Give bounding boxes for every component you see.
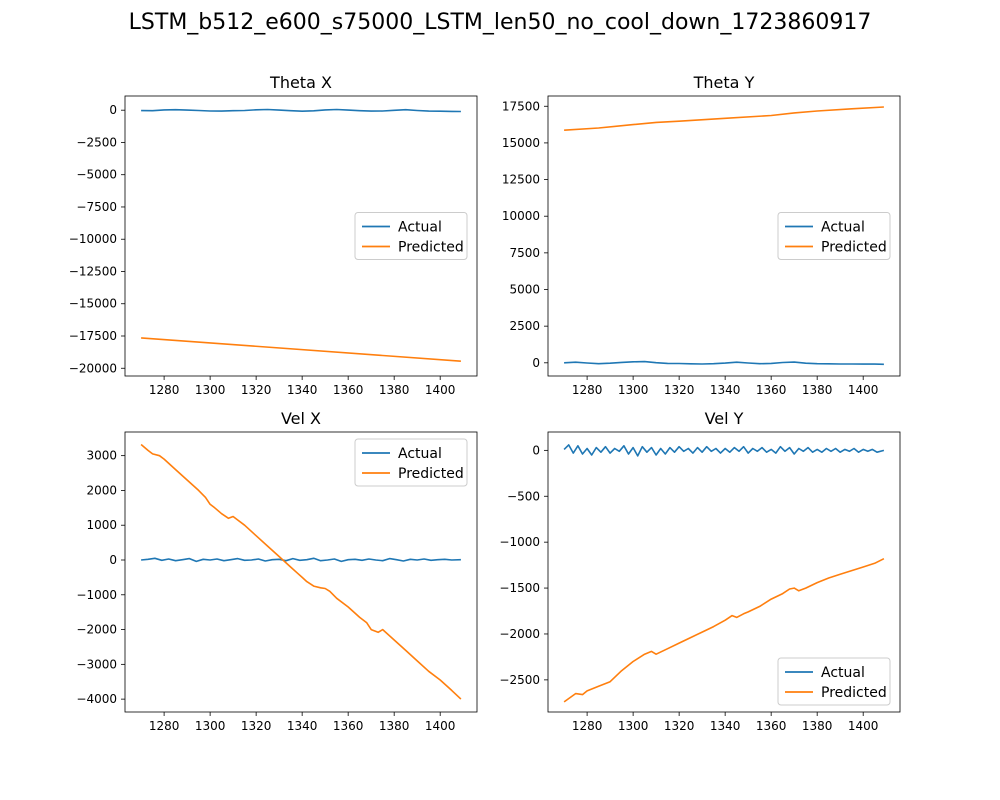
legend-label: Predicted [821, 240, 887, 256]
y-tick-label: 2500 [509, 319, 540, 333]
x-tick-label: 1380 [379, 719, 410, 733]
series-line-actual [141, 108, 461, 113]
legend: Actual Predicted [777, 212, 891, 260]
axes-frame [124, 431, 478, 713]
x-tick-label: 1400 [848, 383, 879, 397]
chart-panel: Theta X 1280 1300 1320 1340 1360 1380 1400 0 −250… [69, 73, 478, 397]
y-tick-label: 7500 [509, 246, 540, 260]
chart-title: Vel X [281, 409, 321, 428]
chart-title: Theta Y [693, 73, 755, 92]
y-tick-label: −1000 [499, 535, 540, 549]
axes-frame [547, 95, 901, 377]
legend: Actual Predicted [777, 657, 891, 706]
y-tick-label: −10000 [69, 232, 117, 246]
x-tick-label: 1340 [287, 383, 318, 397]
x-tick-label: 1340 [710, 383, 741, 397]
x-tick-label: 1320 [664, 383, 695, 397]
y-tick-label: −15000 [69, 297, 117, 311]
y-tick-label: 0 [109, 553, 117, 567]
legend-label: Actual [821, 220, 865, 236]
x-tick-label: 1320 [241, 719, 272, 733]
y-tick-label: −2500 [76, 135, 117, 149]
y-tick-label: −2000 [499, 627, 540, 641]
series-line-actual [564, 360, 884, 366]
chart-title: Vel Y [705, 409, 744, 428]
x-tick-label: 1380 [379, 383, 410, 397]
series-line-predicted [140, 443, 462, 700]
x-tick-label: 1360 [333, 383, 364, 397]
y-tick-label: −5000 [76, 168, 117, 182]
y-tick-label: 0 [532, 356, 540, 370]
x-tick-label: 1340 [710, 719, 741, 733]
x-tick-label: 1320 [241, 383, 272, 397]
legend-label: Actual [398, 446, 442, 462]
x-tick-label: 1360 [756, 383, 787, 397]
legend-box [354, 212, 468, 260]
legend-label: Predicted [398, 240, 464, 256]
x-tick-label: 1280 [149, 719, 180, 733]
y-tick-label: −1000 [76, 588, 117, 602]
legend-label: Predicted [821, 685, 887, 701]
legend-label: Actual [398, 220, 442, 236]
x-tick-label: 1300 [618, 383, 649, 397]
axes-frame [547, 431, 901, 713]
x-tick-label: 1280 [149, 383, 180, 397]
axes-frame [124, 95, 478, 377]
series-line-actual [141, 557, 461, 563]
y-tick-label: −4000 [76, 692, 117, 706]
series-line-predicted [563, 557, 885, 703]
x-tick-label: 1400 [848, 719, 879, 733]
x-tick-label: 1400 [425, 719, 456, 733]
chart-panel: Vel X 1280 1300 1320 1340 1360 1380 1400 3000 200… [76, 409, 478, 733]
chart-title: Theta X [269, 73, 332, 92]
y-tick-label: −2000 [76, 623, 117, 637]
y-tick-label: −20000 [69, 361, 117, 375]
y-tick-label: −7500 [76, 200, 117, 214]
legend-label: Actual [821, 665, 865, 681]
y-tick-label: 15000 [502, 136, 540, 150]
y-tick-label: −3000 [76, 657, 117, 671]
legend: Actual Predicted [354, 438, 468, 487]
x-tick-label: 1360 [333, 719, 364, 733]
x-tick-label: 1300 [195, 719, 226, 733]
x-tick-label: 1280 [572, 383, 603, 397]
y-tick-label: 12500 [502, 173, 540, 187]
y-tick-label: 3000 [86, 449, 117, 463]
y-tick-label: −12500 [69, 264, 117, 278]
series-line-predicted [564, 106, 884, 131]
y-tick-label: −500 [507, 489, 540, 503]
legend-box [777, 657, 891, 706]
series-line-predicted [141, 337, 461, 362]
chart-panel: Theta Y 1280 1300 1320 1340 1360 1380 1400 0 2500… [502, 73, 901, 397]
x-tick-label: 1400 [425, 383, 456, 397]
x-tick-label: 1380 [802, 719, 833, 733]
legend-label: Predicted [398, 466, 464, 482]
y-tick-label: 5000 [509, 283, 540, 297]
y-tick-label: −17500 [69, 329, 117, 343]
y-tick-label: 1000 [86, 518, 117, 532]
x-tick-label: 1320 [664, 719, 695, 733]
y-tick-label: −1500 [499, 581, 540, 595]
legend-box [777, 212, 891, 260]
y-tick-label: −2500 [499, 673, 540, 687]
y-tick-label: 0 [532, 443, 540, 457]
x-tick-label: 1300 [618, 719, 649, 733]
x-tick-label: 1360 [756, 719, 787, 733]
legend: Actual Predicted [354, 212, 468, 260]
series-line-actual [563, 444, 885, 457]
x-tick-label: 1380 [802, 383, 833, 397]
x-tick-label: 1300 [195, 383, 226, 397]
y-tick-label: 0 [109, 103, 117, 117]
y-tick-label: 10000 [502, 209, 540, 223]
legend-box [354, 438, 468, 487]
chart-panel: Vel Y 1280 1300 1320 1340 1360 1380 1400 0 −500 −1… [499, 409, 901, 733]
y-tick-label: 2000 [86, 483, 117, 497]
y-tick-label: 17500 [502, 99, 540, 113]
x-tick-label: 1280 [572, 719, 603, 733]
figure-title: LSTM_b512_e600_s75000_LSTM_len50_no_cool… [128, 10, 872, 35]
x-tick-label: 1340 [287, 719, 318, 733]
